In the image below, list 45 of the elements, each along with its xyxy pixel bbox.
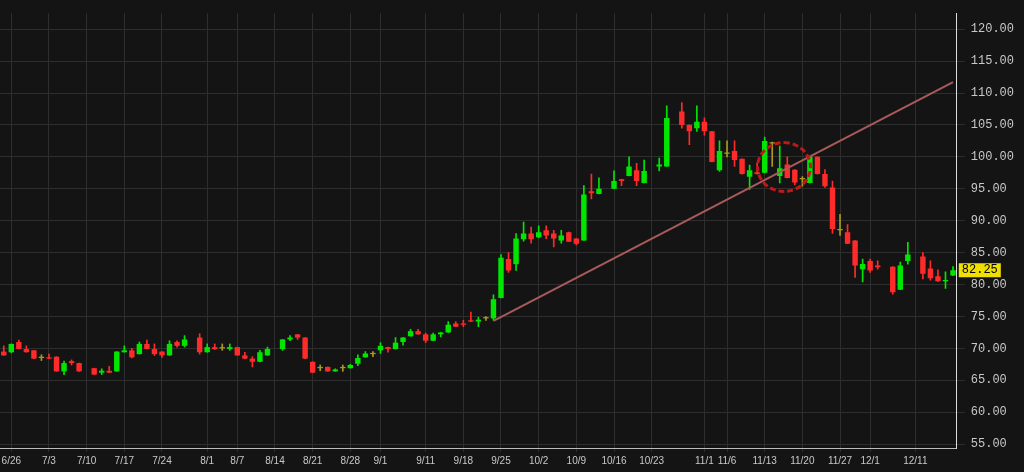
x-tick-label: 10/9 [566,454,587,466]
y-tick-label: 115.00 [970,54,1015,69]
x-tick-label: 12/11 [903,454,928,466]
x-tick-label: 9/11 [416,454,436,466]
x-tick-label: 8/7 [230,454,245,466]
x-tick-label: 7/24 [152,454,173,466]
x-tick-label: 8/1 [200,454,215,466]
x-tick-label: 8/21 [302,454,323,466]
x-tick-label: 7/3 [42,454,57,466]
x-tick-label: 9/1 [373,454,388,466]
x-tick-label: 6/26 [1,454,22,466]
y-tick-label: 80.00 [970,277,1007,292]
annotation: 82.25 [961,263,998,278]
y-tick-label: 120.00 [970,22,1015,37]
x-tick-label: 8/14 [265,454,286,466]
x-tick-label: 10/23 [639,454,665,466]
x-tick-label: 9/25 [491,454,512,466]
x-tick-label: 10/2 [528,454,549,466]
y-tick-label: 55.00 [970,437,1007,452]
candlestick [694,105,700,132]
y-tick-label: 75.00 [970,309,1007,324]
y-tick-label: 95.00 [970,181,1007,196]
y-tick-label: 65.00 [970,373,1007,388]
x-tick-label: 11/27 [827,454,853,466]
y-tick-label: 60.00 [970,405,1007,420]
candlestick [724,140,730,158]
y-tick-label: 90.00 [970,213,1007,228]
x-tick-label: 11/13 [752,454,778,466]
x-tick-label: 7/10 [76,454,97,466]
x-tick-label: 10/16 [601,454,627,466]
x-tick-label: 9/18 [453,454,474,466]
x-tick-label: 11/1 [695,454,715,466]
y-tick-label: 110.00 [970,86,1015,101]
x-tick-label: 8/28 [340,454,361,466]
x-tick-label: 7/17 [114,454,135,466]
x-tick-label: 12/1 [860,454,881,466]
x-tick-label: 11/6 [717,454,737,466]
candlestick [874,260,881,270]
y-tick-label: 85.00 [970,245,1007,260]
x-tick-label: 11/20 [790,454,815,466]
y-tick-label: 100.00 [970,150,1015,165]
candlestick [98,368,105,375]
y-tick-label: 105.00 [970,118,1015,133]
candlestick [468,311,474,322]
y-tick-label: 70.00 [970,341,1007,356]
